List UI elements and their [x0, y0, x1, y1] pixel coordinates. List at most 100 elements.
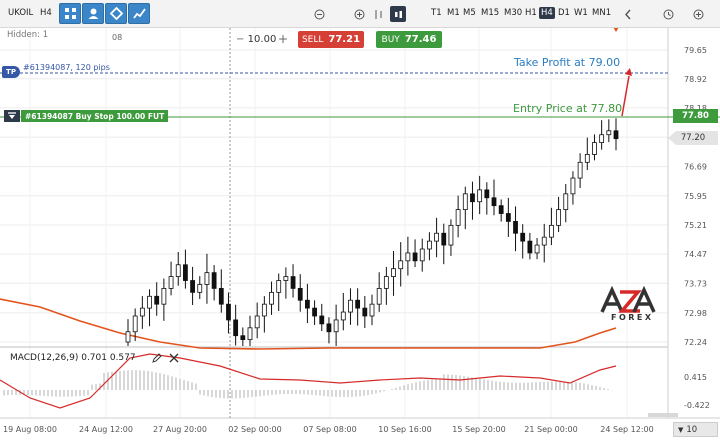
zoom-select[interactable]: ▼ 10: [673, 422, 718, 437]
candle-body: [261, 303, 267, 317]
chart-type-icon: [132, 8, 146, 19]
candle-body: [125, 331, 131, 343]
macd-signal-line: [0, 353, 617, 409]
candle-body: [290, 276, 296, 289]
tf-h4[interactable]: H4: [539, 7, 555, 19]
candle-body: [362, 307, 368, 317]
tf-m1[interactable]: M1: [447, 8, 460, 18]
price-tick-label: 73.73: [684, 279, 707, 288]
candle-body: [441, 232, 447, 246]
profile-button[interactable]: [82, 3, 104, 24]
candle-body: [147, 295, 152, 309]
tf-mn1[interactable]: MN1: [592, 8, 612, 18]
candle-body: [240, 335, 246, 341]
zoom-in-button[interactable]: [351, 6, 367, 22]
candle-body: [211, 272, 217, 289]
candle-body: [484, 189, 490, 199]
candles-button[interactable]: [390, 6, 406, 22]
sell-button[interactable]: SELL 77.21: [298, 31, 364, 48]
quantity-decrease-button[interactable]: −: [236, 33, 245, 45]
chart-type-button[interactable]: [128, 3, 150, 24]
candle-body: [477, 189, 483, 203]
price-chart[interactable]: 79.6578.9278.1877.4476.6975.9575.2174.47…: [0, 28, 720, 441]
candle-body: [391, 268, 396, 277]
tf-m15[interactable]: M15: [481, 8, 500, 18]
zoom-out-button[interactable]: [311, 6, 327, 22]
clock-icon: [663, 9, 673, 19]
price-tick-label: 79.65: [684, 46, 707, 55]
bars-button[interactable]: [370, 6, 386, 22]
candle-body: [448, 224, 454, 246]
zoom-value: 10: [686, 424, 698, 435]
candle-body: [355, 299, 361, 309]
candle-body: [218, 288, 224, 305]
diamond-icon: [109, 7, 123, 20]
candle-body: [319, 315, 325, 325]
candle-body: [247, 327, 253, 341]
quantity-value[interactable]: 10.00: [247, 33, 277, 45]
macd-tick-label: 0.415: [684, 373, 707, 382]
candle-body: [204, 272, 210, 285]
macd-edit-button[interactable]: [151, 352, 163, 364]
candle-body: [233, 319, 239, 337]
sell-label: SELL: [301, 34, 324, 45]
tf-w1[interactable]: W1: [574, 8, 588, 18]
take-profit-badge[interactable]: TP: [2, 66, 20, 78]
candle-body: [340, 311, 346, 321]
candle-body: [405, 252, 411, 262]
arrow-head-icon: [625, 68, 632, 76]
crosshair-icon: [64, 8, 76, 19]
candle-body: [570, 177, 576, 195]
pending-order-label[interactable]: #61394087 Buy Stop 100.00 FUT: [21, 110, 169, 122]
macd-axis: 0.415 -0.422: [684, 373, 710, 410]
quantity-stepper[interactable]: − 10.00 +: [236, 31, 288, 47]
objects-button[interactable]: [105, 3, 127, 24]
price-tick-label: 72.98: [684, 309, 707, 318]
order-menu-button[interactable]: [4, 110, 20, 122]
sell-price: 77.21: [328, 34, 361, 45]
profile-icon: [88, 8, 98, 19]
candle-body: [154, 295, 160, 305]
buy-button[interactable]: BUY 77.46: [376, 31, 442, 48]
entry-price-tag: 77.80: [673, 109, 718, 123]
quantity-increase-button[interactable]: +: [278, 32, 289, 46]
candles-icon: [394, 10, 402, 18]
macd-remove-button[interactable]: [168, 352, 180, 364]
candle-body: [563, 193, 569, 210]
candle-body: [297, 288, 303, 301]
candle-body: [584, 154, 590, 163]
tf-m5[interactable]: M5: [463, 8, 476, 18]
candle-body: [599, 134, 605, 144]
tf-d1[interactable]: D1: [558, 8, 570, 18]
candle-body: [161, 288, 167, 305]
candle-body: [254, 315, 260, 329]
period-label[interactable]: H4: [40, 8, 52, 18]
tf-m30[interactable]: M30: [504, 8, 523, 18]
candle-body: [168, 276, 174, 289]
symbol-label[interactable]: UKOIL: [8, 8, 34, 18]
candle-body: [455, 209, 461, 226]
logo-subtitle: FOREX: [611, 313, 654, 322]
pencil-icon: [152, 353, 162, 363]
candle-body: [139, 307, 145, 317]
chart-grid: [0, 28, 668, 418]
time-tick-label: 07 Sep 08:00: [303, 425, 356, 434]
candle-body: [333, 319, 339, 333]
crosshair-button[interactable]: [59, 3, 81, 24]
zoom-dropdown-icon: ▼: [678, 425, 684, 434]
toolbar: UKOIL H4 T1 M1 M5 M15 M30 H1 H4 D1 W1 MN…: [0, 0, 720, 28]
scroll-left-button[interactable]: [620, 6, 636, 22]
candle-body: [312, 307, 317, 317]
macd-histogram: [3, 370, 613, 399]
candle-body: [132, 315, 138, 333]
clock-button[interactable]: [660, 6, 676, 22]
add-button[interactable]: [690, 6, 706, 22]
zoom-out-icon: [314, 9, 324, 19]
candle-body: [427, 240, 432, 250]
time-tick-label: 24 Aug 12:00: [79, 425, 133, 434]
tf-h1[interactable]: H1: [525, 8, 537, 18]
time-tick-label: 19 Aug 08:00: [3, 425, 57, 434]
candle-body: [269, 291, 274, 305]
tf-t1[interactable]: T1: [431, 8, 442, 18]
candle-body: [505, 213, 511, 222]
